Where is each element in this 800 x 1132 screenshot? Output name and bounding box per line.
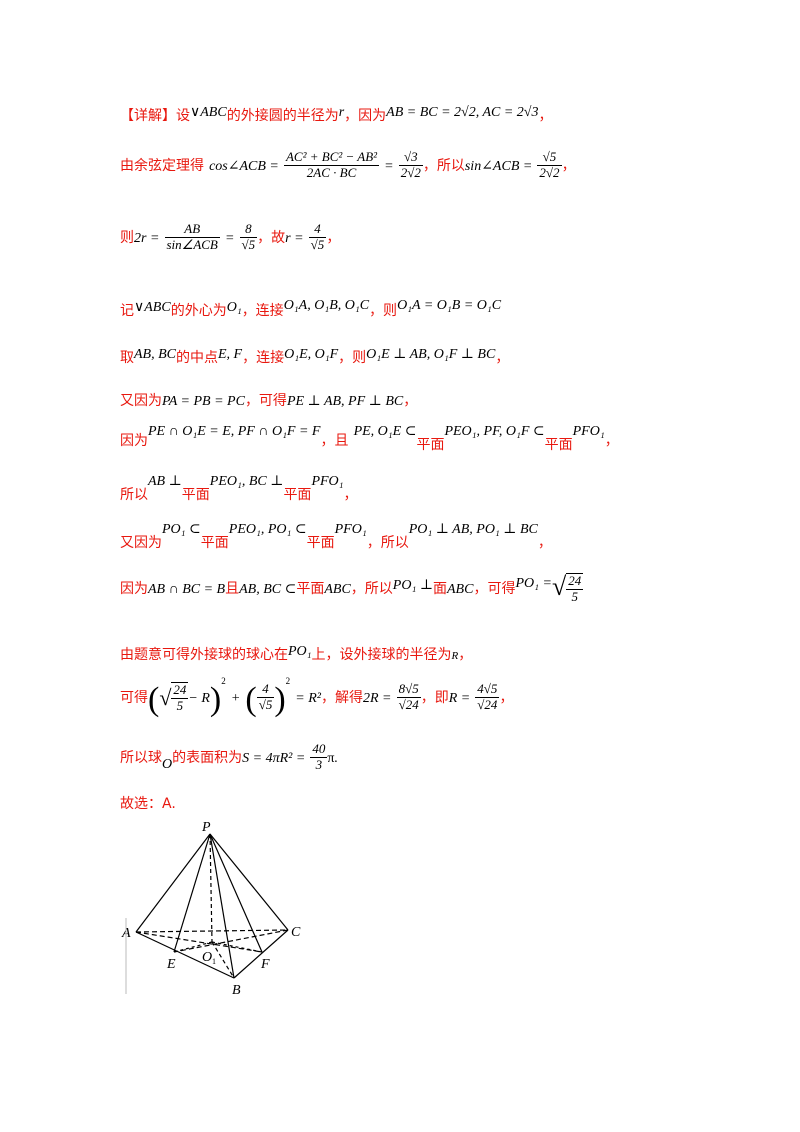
line-14: 故选：A. xyxy=(120,793,176,813)
answer-choice: 故选：A. xyxy=(120,796,176,812)
line-9: 又因为PO₁ ⊂平面PEO₁, PO₁ ⊂平面PFO₁，所以PO₁ ⊥ AB, … xyxy=(120,522,552,551)
label-b: B xyxy=(232,983,241,998)
line-5: 取AB, BC的中点E, F，连接O₁E, O₁F，则O₁E ⊥ AB, O₁F… xyxy=(120,347,510,366)
line-10: 因为AB ∩ BC = B且AB, BC ⊂平面ABC，所以PO₁ ⊥面ABC，… xyxy=(120,572,584,604)
label-f: F xyxy=(260,957,270,972)
line-6: 又因为PA = PB = PC，可得PE ⊥ AB, PF ⊥ BC， xyxy=(120,393,418,409)
sqrt-24-over-5: 24 5 xyxy=(566,572,584,604)
line-3: 则2r = AB sin∠ACB = 8 √5 ，故r = 4 √5， xyxy=(120,221,341,252)
line-8: 所以AB ⊥平面PEO₁, BC ⊥平面PFO₁， xyxy=(120,474,358,503)
line-2: 由余弦定理得 cos∠ACB = AC² + BC² − AB² 2AC · BC… xyxy=(120,149,576,180)
cosine-law-fraction: AC² + BC² − AB² 2AC · BC xyxy=(283,149,380,180)
line-4: 记∨ABC的外心为O₁，连接O₁A, O₁B, O₁C，则O₁A = O₁B =… xyxy=(120,298,502,319)
pyramid-figure: P A C E O F B 1 xyxy=(121,820,301,998)
line-7: 因为PE ∩ O₁E = E, PF ∩ O₁F = F，且 PE, O₁E ⊂… xyxy=(120,424,619,453)
label-o: O xyxy=(202,950,212,965)
label-e: E xyxy=(166,957,176,972)
given-lengths: AB = BC = 2√2, AC = 2√3 xyxy=(386,105,539,120)
line-1: 【详解】设∨ABC的外接圆的半径为r，因为AB = BC = 2√2, AC =… xyxy=(120,105,553,124)
line-12: 可得(√ 24 5− R)2 + (4 √5)2 = R²，解得2R = 8√5 √24… xyxy=(120,676,514,718)
label-p: P xyxy=(201,820,211,835)
svg-text:1: 1 xyxy=(212,957,216,966)
triangle-abc: ∨ABC xyxy=(190,105,227,120)
line-11: 由题意可得外接球的球心在PO₁上，设外接球的半径为R， xyxy=(120,644,473,663)
label-c: C xyxy=(291,925,301,940)
line-13: 所以球O的表面积为S = 4πR² = 40 3 π. xyxy=(120,741,338,772)
solution-label: 【详解】设 xyxy=(120,108,190,124)
